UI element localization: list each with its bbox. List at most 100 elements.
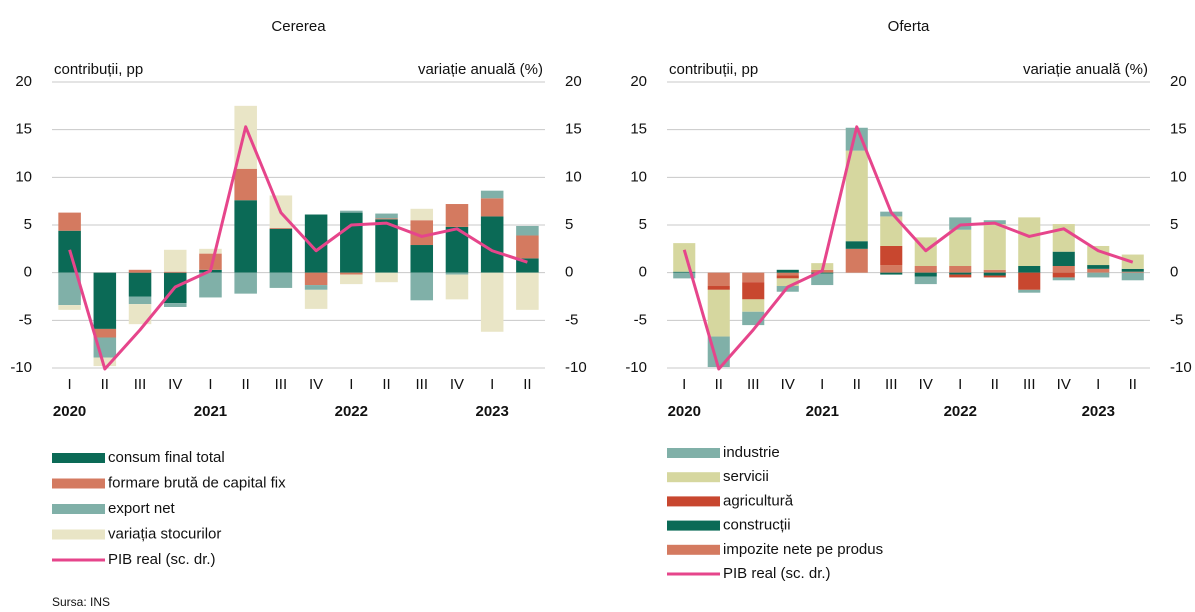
- legend-swatch: [52, 453, 105, 463]
- y2-tick-label: 15: [1170, 121, 1187, 138]
- bar-segment: [880, 272, 903, 275]
- y2-tick-label: 0: [1170, 264, 1178, 281]
- bar-segment: [845, 248, 868, 273]
- bar-segment: [949, 272, 972, 275]
- bar-segment: [1018, 217, 1041, 266]
- line: [68, 125, 528, 371]
- x-tick-label: I: [1096, 376, 1100, 393]
- bar-segment: [1087, 265, 1110, 269]
- bar-segment: [234, 272, 257, 294]
- bar-segment: [742, 299, 765, 312]
- bar-segment: [128, 304, 152, 325]
- bar-segment: [1052, 277, 1075, 281]
- bar-segment: [480, 198, 504, 217]
- y2-tick-label: 0: [565, 264, 573, 281]
- bar-segment: [673, 271, 696, 273]
- bar-segment: [199, 248, 222, 254]
- x-tick-label: I: [958, 376, 962, 393]
- bar-segment: [199, 253, 222, 270]
- bar-segment: [340, 272, 363, 275]
- bar-segment: [410, 272, 434, 301]
- x-tick-label: IV: [1057, 376, 1071, 393]
- x-tick-label: IV: [781, 376, 795, 393]
- y2-tick-label: -5: [1170, 311, 1183, 328]
- y-tick-label: 10: [15, 168, 32, 185]
- bar-segment: [128, 269, 152, 273]
- y-tick-label: 5: [24, 216, 32, 233]
- bar-segment: [269, 228, 293, 273]
- y-tick-label: 20: [15, 73, 32, 90]
- legend-swatch: [667, 496, 720, 507]
- bar-segment: [742, 272, 765, 283]
- x-tick-label: III: [134, 376, 147, 393]
- y-tick-label: 15: [630, 121, 647, 138]
- x-tick-label: III: [1023, 376, 1036, 393]
- legend-swatch: [52, 529, 105, 540]
- bar-segment: [1087, 272, 1110, 278]
- x-tick-label: II: [523, 376, 531, 393]
- bar-segment: [58, 305, 81, 310]
- year-label: 2021: [806, 403, 839, 420]
- bar-segment: [811, 272, 834, 274]
- x-tick-label: I: [682, 376, 686, 393]
- y-tick-label: 10: [630, 168, 647, 185]
- x-tick-label: I: [349, 376, 353, 393]
- bar-segment: [58, 212, 81, 231]
- bar-segment: [949, 274, 972, 278]
- bar-segment: [304, 289, 328, 309]
- x-tick-label: II: [853, 376, 861, 393]
- legend-label: variația stocurilor: [108, 525, 221, 542]
- legend-label: PIB real (sc. dr.): [108, 551, 216, 568]
- bar-segment: [811, 273, 834, 286]
- bar-segment: [707, 272, 730, 287]
- bar-segment: [776, 275, 799, 279]
- bar-segment: [269, 272, 293, 288]
- bar-segment: [340, 210, 363, 213]
- y2-tick-label: 5: [1170, 216, 1178, 233]
- bar-segment: [93, 328, 117, 338]
- y2-tick-label: -5: [565, 311, 578, 328]
- bar-segment: [1087, 245, 1110, 266]
- bar-segment: [707, 289, 730, 337]
- y-tick-label: 5: [639, 216, 647, 233]
- legend-label: formare brută de capital fix: [108, 474, 286, 491]
- source: Sursa: INS: [52, 595, 110, 609]
- legend-label: impozite nete pe produs: [723, 541, 883, 558]
- bar-segment: [410, 208, 434, 221]
- y2-tick-label: 10: [1170, 168, 1187, 185]
- legend-label: servicii: [723, 468, 769, 485]
- x-tick-label: II: [101, 376, 109, 393]
- x-tick-label: I: [208, 376, 212, 393]
- year-label: 2021: [194, 403, 227, 420]
- x-tick-label: IV: [450, 376, 464, 393]
- bar-segment: [304, 272, 328, 286]
- legend-label: consum final total: [108, 449, 225, 466]
- bar-segment: [845, 150, 868, 242]
- bar-segment: [776, 272, 799, 276]
- bar-segment: [199, 272, 222, 298]
- y2-tick-label: 20: [565, 73, 582, 90]
- bar-segment: [742, 282, 765, 300]
- x-tick-label: IV: [309, 376, 323, 393]
- bar-segment: [445, 204, 469, 227]
- line: [682, 125, 1134, 371]
- year-label: 2022: [335, 403, 368, 420]
- x-tick-label: IV: [168, 376, 182, 393]
- x-tick-label: III: [885, 376, 898, 393]
- bar-segment: [93, 357, 117, 367]
- bar-segment: [128, 272, 152, 297]
- y2-tick-label: -10: [1170, 359, 1192, 376]
- bar-segment: [1121, 272, 1144, 281]
- bar-segment: [516, 225, 539, 236]
- year-label: 2023: [1082, 403, 1115, 420]
- bar-segment: [410, 245, 434, 273]
- legend-label: industrie: [723, 444, 780, 461]
- bar-segment: [93, 272, 117, 329]
- bar-segment: [673, 272, 696, 279]
- y-tick-label: -5: [19, 311, 32, 328]
- x-tick-label: I: [820, 376, 824, 393]
- x-tick-label: IV: [919, 376, 933, 393]
- bar-segment: [480, 216, 504, 273]
- y2-axis-label: variație anuală (%): [418, 61, 543, 78]
- bar-segment: [1018, 265, 1041, 273]
